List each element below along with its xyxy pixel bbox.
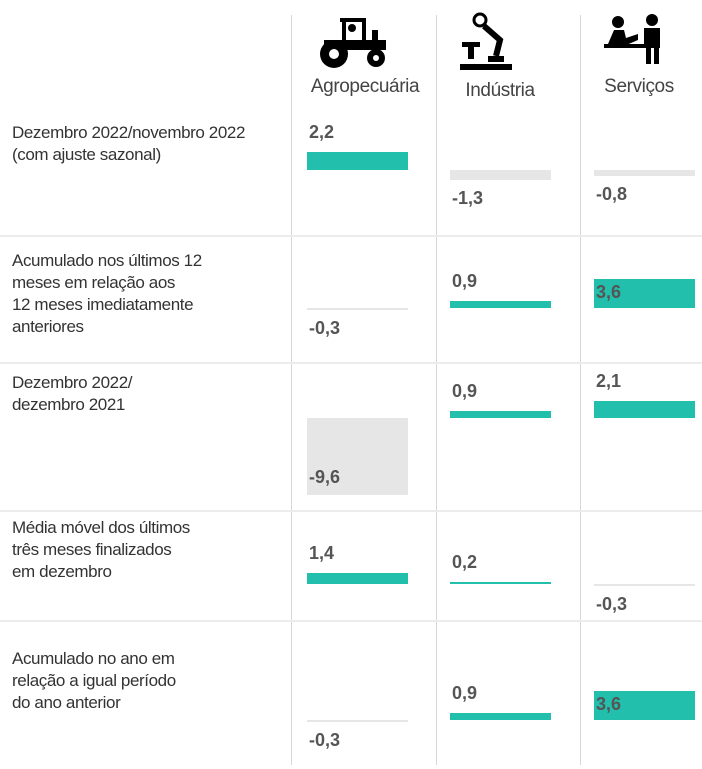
bar [450,300,551,308]
bar [307,152,408,170]
row-separator [0,510,702,512]
row-label: Média móvel dos últimos [12,518,190,537]
robot-arm-icon [460,12,512,70]
row-label: três meses finalizados [12,540,172,559]
bar [307,720,408,723]
value-label: 3,6 [596,282,622,303]
bar [307,308,408,311]
value-label: 2,1 [596,371,622,392]
value-label: -9,6 [309,466,341,487]
row-label: Acumulado no ano em [12,649,175,668]
bar [594,691,695,720]
row-label: anteriores [12,317,84,336]
row-label: Acumulado nos últimos 12 [12,251,202,270]
bar [450,712,551,720]
value-label: 0,9 [452,380,478,401]
bar [594,170,695,177]
bar [450,410,551,418]
row-label: Dezembro 2022/ [12,373,133,392]
bar [307,572,408,584]
value-label: 0,2 [452,552,478,572]
row-separator [0,620,702,622]
service-icon [604,14,660,64]
tractor-icon [320,18,386,68]
bar [450,170,551,181]
row-label: Dezembro 2022/novembro 2022 [12,123,246,142]
bar [594,401,695,418]
value-label: -0,3 [309,318,341,339]
value-label: 0,9 [452,270,478,291]
column-name: Agropecuária [310,76,420,97]
bar [594,584,695,587]
value-label: 1,4 [309,542,335,563]
column-name: Serviços [604,76,674,97]
row-label: relação a igual período [12,671,176,690]
value-label: 0,9 [452,682,478,703]
value-label: -0,3 [596,594,628,615]
column-separator [436,15,437,765]
row-label: meses em relação aos [12,273,176,292]
column-name: Indústria [465,80,535,101]
value-label: -0,8 [596,184,628,205]
bar [594,279,695,308]
value-label: 3,6 [596,694,622,715]
column-separator [291,15,292,765]
value-label: -1,3 [452,188,484,209]
row-label: dezembro 2021 [12,395,125,414]
value-label: -0,3 [309,730,341,751]
column-separator [580,15,581,765]
row-label: em dezembro [12,562,112,581]
bar [450,582,551,584]
row-label: (com ajuste sazonal) [12,145,161,164]
row-label: 12 meses imediatamente [12,295,194,314]
row-separator [0,362,702,364]
value-label: 2,2 [309,122,335,143]
row-separator [0,235,702,237]
row-label: do ano anterior [12,693,121,712]
bar [307,418,408,495]
